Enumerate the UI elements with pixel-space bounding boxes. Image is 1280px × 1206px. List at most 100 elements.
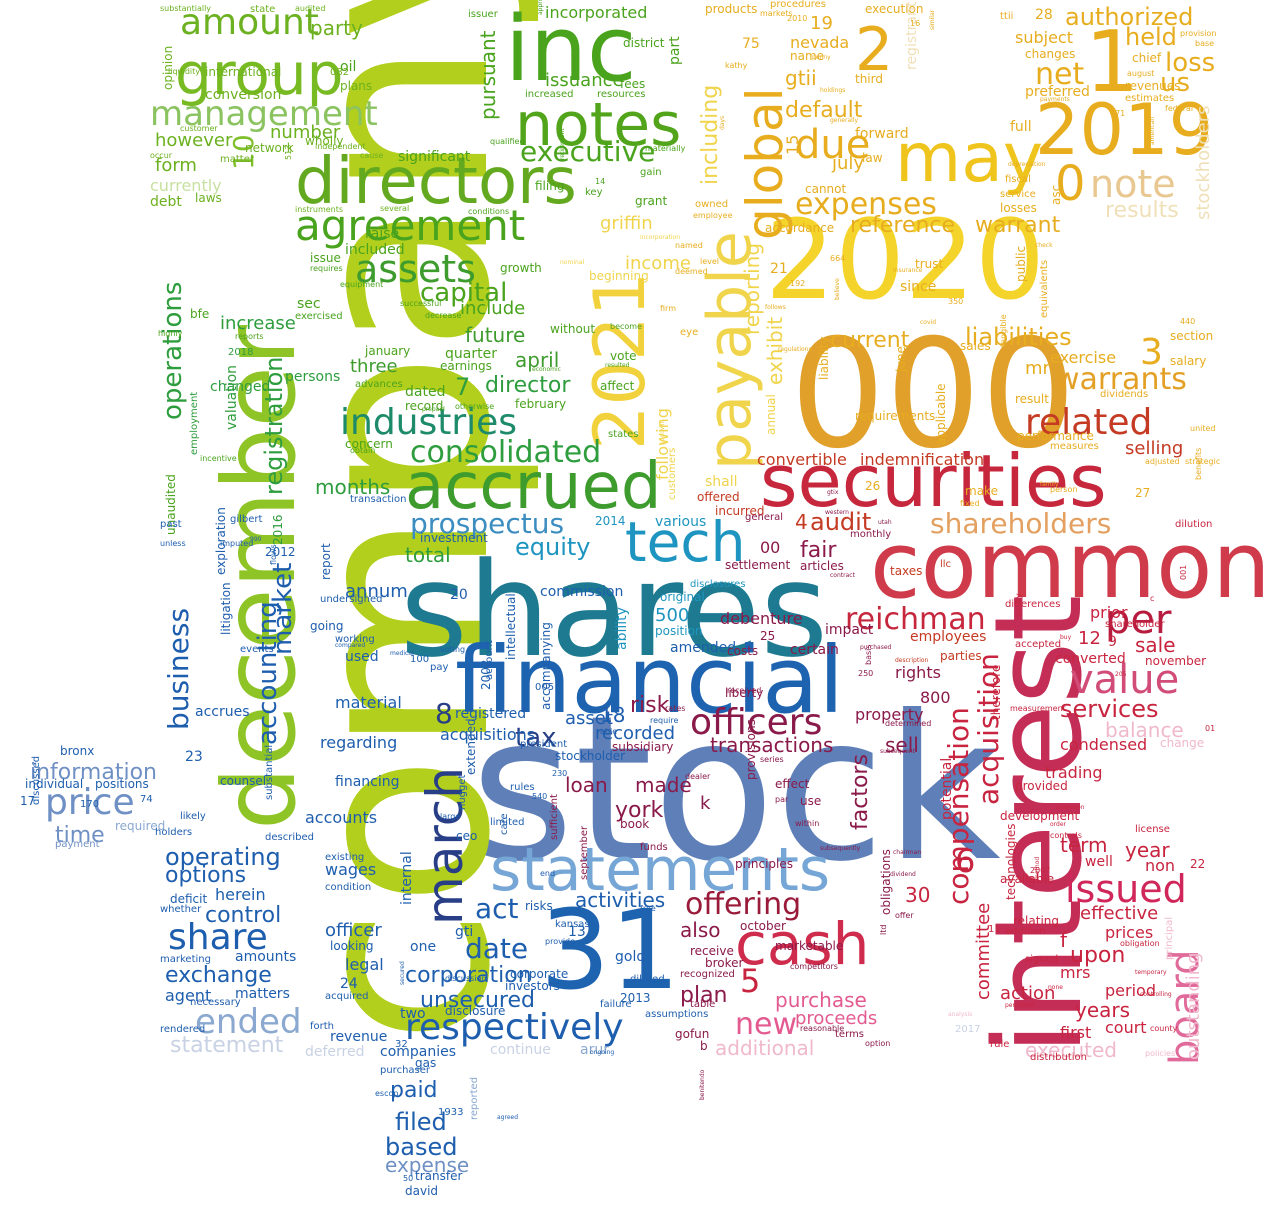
word-liability: liability <box>817 336 831 380</box>
word-exchange: exchange <box>165 963 272 988</box>
word-procedures: procedures <box>770 0 826 10</box>
word-one: one <box>410 939 437 955</box>
word-costs: costs <box>727 644 759 658</box>
word-reporting: reporting <box>740 242 764 335</box>
word-share: share <box>168 917 268 958</box>
word-network: network <box>245 141 294 155</box>
word-registrant: registrant <box>904 1 920 70</box>
word-tech: tech <box>625 510 746 574</box>
word-statements: statements <box>490 835 831 905</box>
word-ceo: ceo <box>456 829 478 843</box>
word-year: year <box>1125 838 1170 862</box>
word-approximately: approximately <box>537 0 544 15</box>
word-time: time <box>55 823 105 848</box>
word-receive: receive <box>690 944 734 958</box>
word-measures: measures <box>1050 441 1099 452</box>
word-customers: customers <box>667 447 678 500</box>
word-170: 170 <box>80 799 100 810</box>
word-key: key <box>585 187 603 198</box>
word-21: 21 <box>770 261 788 277</box>
word-liberty: liberty <box>725 686 764 700</box>
word-offering: offering <box>685 887 802 922</box>
word-continue: continue <box>490 1042 551 1058</box>
word-20: 20 <box>450 587 468 603</box>
word-made: made <box>635 773 692 797</box>
word-250: 250 <box>858 669 874 678</box>
word-subject: subject <box>1015 28 1073 47</box>
word-wages: wages <box>325 860 377 879</box>
word-performance: performance <box>1017 429 1094 443</box>
word-control: control <box>205 903 282 928</box>
word-6: 6 <box>955 842 976 880</box>
word-without: without <box>550 322 596 336</box>
word-provide: provide <box>545 937 576 946</box>
word-equivalents: equivalents <box>1039 259 1050 318</box>
word-rule: rule <box>990 1039 1010 1050</box>
word-reports: reports <box>235 332 264 341</box>
word-market: market <box>268 562 298 655</box>
word-5: 5 <box>740 962 761 1000</box>
word-513: 513 <box>284 144 293 160</box>
word-two: two <box>400 1006 426 1022</box>
word-8: 8 <box>435 697 453 730</box>
word-outstanding: outstanding <box>1183 952 1204 1060</box>
word-vote: vote <box>610 349 637 363</box>
word-new: new <box>735 1007 798 1042</box>
word-also: also <box>680 918 721 942</box>
word-officer: officer <box>325 920 382 941</box>
word-instruments: instruments <box>295 205 344 214</box>
word-therefore: therefore <box>989 664 1003 720</box>
word-plans: plans <box>340 79 373 93</box>
word-addition: addition <box>1005 926 1046 937</box>
word-liabilities: liabilities <box>965 323 1072 351</box>
word-1933: 1933 <box>438 1107 464 1118</box>
word-25: 25 <box>760 629 776 643</box>
word-selling: selling <box>1125 438 1184 459</box>
word-independent: independent <box>315 142 366 151</box>
word-imputed: imputed <box>220 539 254 548</box>
word-counsel: counsel <box>220 774 267 788</box>
word-however: however <box>155 130 233 151</box>
word-dividend: dividend <box>890 871 916 878</box>
word-based: based <box>385 1133 458 1161</box>
word-01: 01 <box>1205 724 1216 733</box>
word-make: make <box>965 484 998 498</box>
word-earnings: earnings <box>440 359 492 373</box>
word-estimates: estimates <box>1125 93 1175 104</box>
word-compared: compared <box>335 642 366 649</box>
word-working: working <box>335 634 375 645</box>
word-employees: employees <box>910 629 987 645</box>
word-assumptions: assumptions <box>645 1009 709 1020</box>
word-persons: persons <box>285 369 341 385</box>
word-acquisitions: acquisitions <box>440 725 536 744</box>
word-sales: sales <box>960 339 991 353</box>
word-incurred: incurred <box>715 504 765 518</box>
word-secured: secured <box>399 961 406 985</box>
word-economic: economic <box>532 366 561 373</box>
word-competitors: competitors <box>790 962 838 971</box>
word-resources: resources <box>597 89 646 100</box>
word-changes: changes <box>1025 47 1076 61</box>
word-extended: extended <box>464 718 478 775</box>
word-stockholders: stockholders <box>1193 105 1214 220</box>
word-ability: ability <box>614 607 630 650</box>
word-option: option <box>865 1039 891 1048</box>
word-salary: salary <box>1170 354 1207 368</box>
word-undersigned: undersigned <box>320 594 383 605</box>
word-2014: 2014 <box>595 514 626 528</box>
word-license: license <box>1135 824 1170 835</box>
word-marketable: marketable <box>775 939 844 953</box>
word-22: 22 <box>1190 857 1206 871</box>
word-events: events <box>240 644 274 655</box>
word-valuation: valuation <box>224 364 240 430</box>
word-significant: significant <box>398 149 471 165</box>
word-11: 11 <box>988 924 1001 935</box>
word-converted: converted <box>1055 651 1126 667</box>
word-require: require <box>650 716 679 725</box>
word-f: f <box>1060 928 1068 952</box>
word-committee: committee <box>973 902 994 1000</box>
word-service: service <box>1000 189 1036 200</box>
word-sec: sec <box>297 296 321 312</box>
word-beginning: beginning <box>589 269 649 283</box>
word-50: 50 <box>403 1174 414 1183</box>
